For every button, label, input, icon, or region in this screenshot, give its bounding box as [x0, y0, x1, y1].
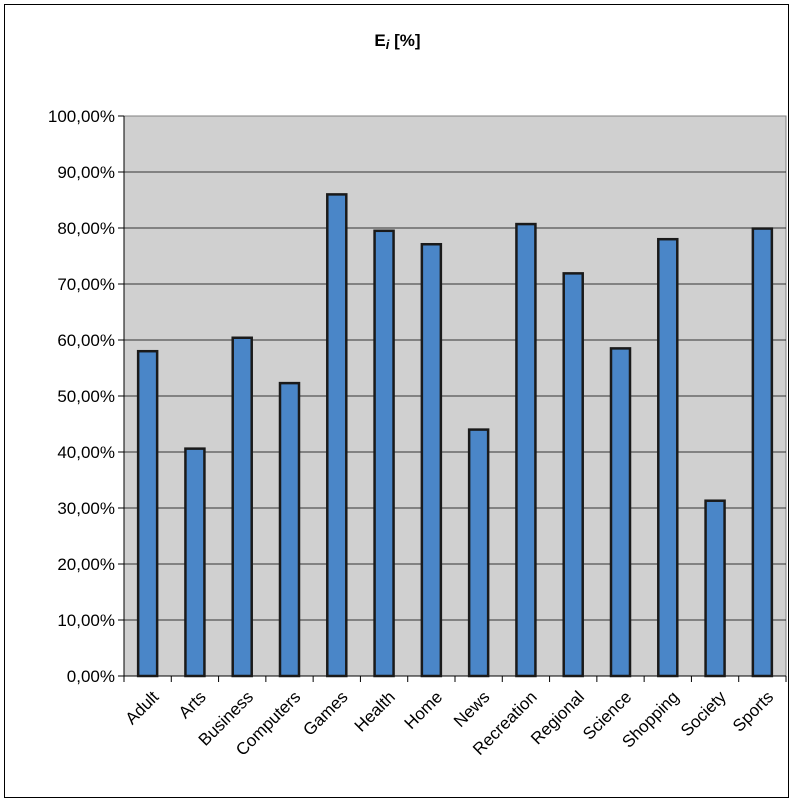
- y-tick-label: 30,00%: [57, 499, 115, 518]
- chart-title-main: E: [374, 31, 386, 50]
- x-tick-label: Home: [401, 687, 447, 733]
- bar-sports: [751, 227, 774, 678]
- chart-title-subscript: i: [385, 37, 390, 52]
- x-tick-label: Health: [351, 687, 399, 735]
- bar-adult: [136, 349, 159, 678]
- bar-health: [373, 229, 395, 678]
- chart-title: Ei [%]: [0, 31, 795, 52]
- bar-science: [609, 347, 632, 678]
- x-tick-label: Adult: [122, 687, 163, 728]
- bar-regional: [562, 272, 584, 678]
- y-tick-label: 0,00%: [67, 667, 115, 686]
- bar-games: [326, 193, 348, 678]
- y-tick-label: 10,00%: [57, 611, 115, 630]
- x-tick-label: Games: [299, 687, 351, 739]
- y-tick-label: 90,00%: [57, 163, 115, 182]
- y-tick-label: 100,00%: [48, 107, 115, 126]
- bar-computers: [278, 381, 301, 678]
- x-tick-label: Society: [677, 687, 730, 740]
- chart-title-unit: [%]: [389, 31, 421, 50]
- y-tick-label: 20,00%: [57, 555, 115, 574]
- y-tick-label: 60,00%: [57, 331, 115, 350]
- x-tick-label: Sports: [729, 687, 777, 735]
- x-tick-label: Arts: [175, 687, 210, 722]
- bar-recreation: [515, 222, 537, 678]
- y-tick-label: 70,00%: [57, 275, 115, 294]
- bar-news: [467, 428, 490, 678]
- y-tick-label: 80,00%: [57, 219, 115, 238]
- bar-home: [420, 242, 443, 678]
- bar-shopping: [657, 237, 679, 678]
- y-tick-label: 50,00%: [57, 387, 115, 406]
- bar-arts: [184, 447, 206, 678]
- x-tick-label: News: [450, 687, 493, 730]
- bar-business: [231, 336, 253, 678]
- y-tick-label: 40,00%: [57, 443, 115, 462]
- bar-society: [704, 499, 726, 678]
